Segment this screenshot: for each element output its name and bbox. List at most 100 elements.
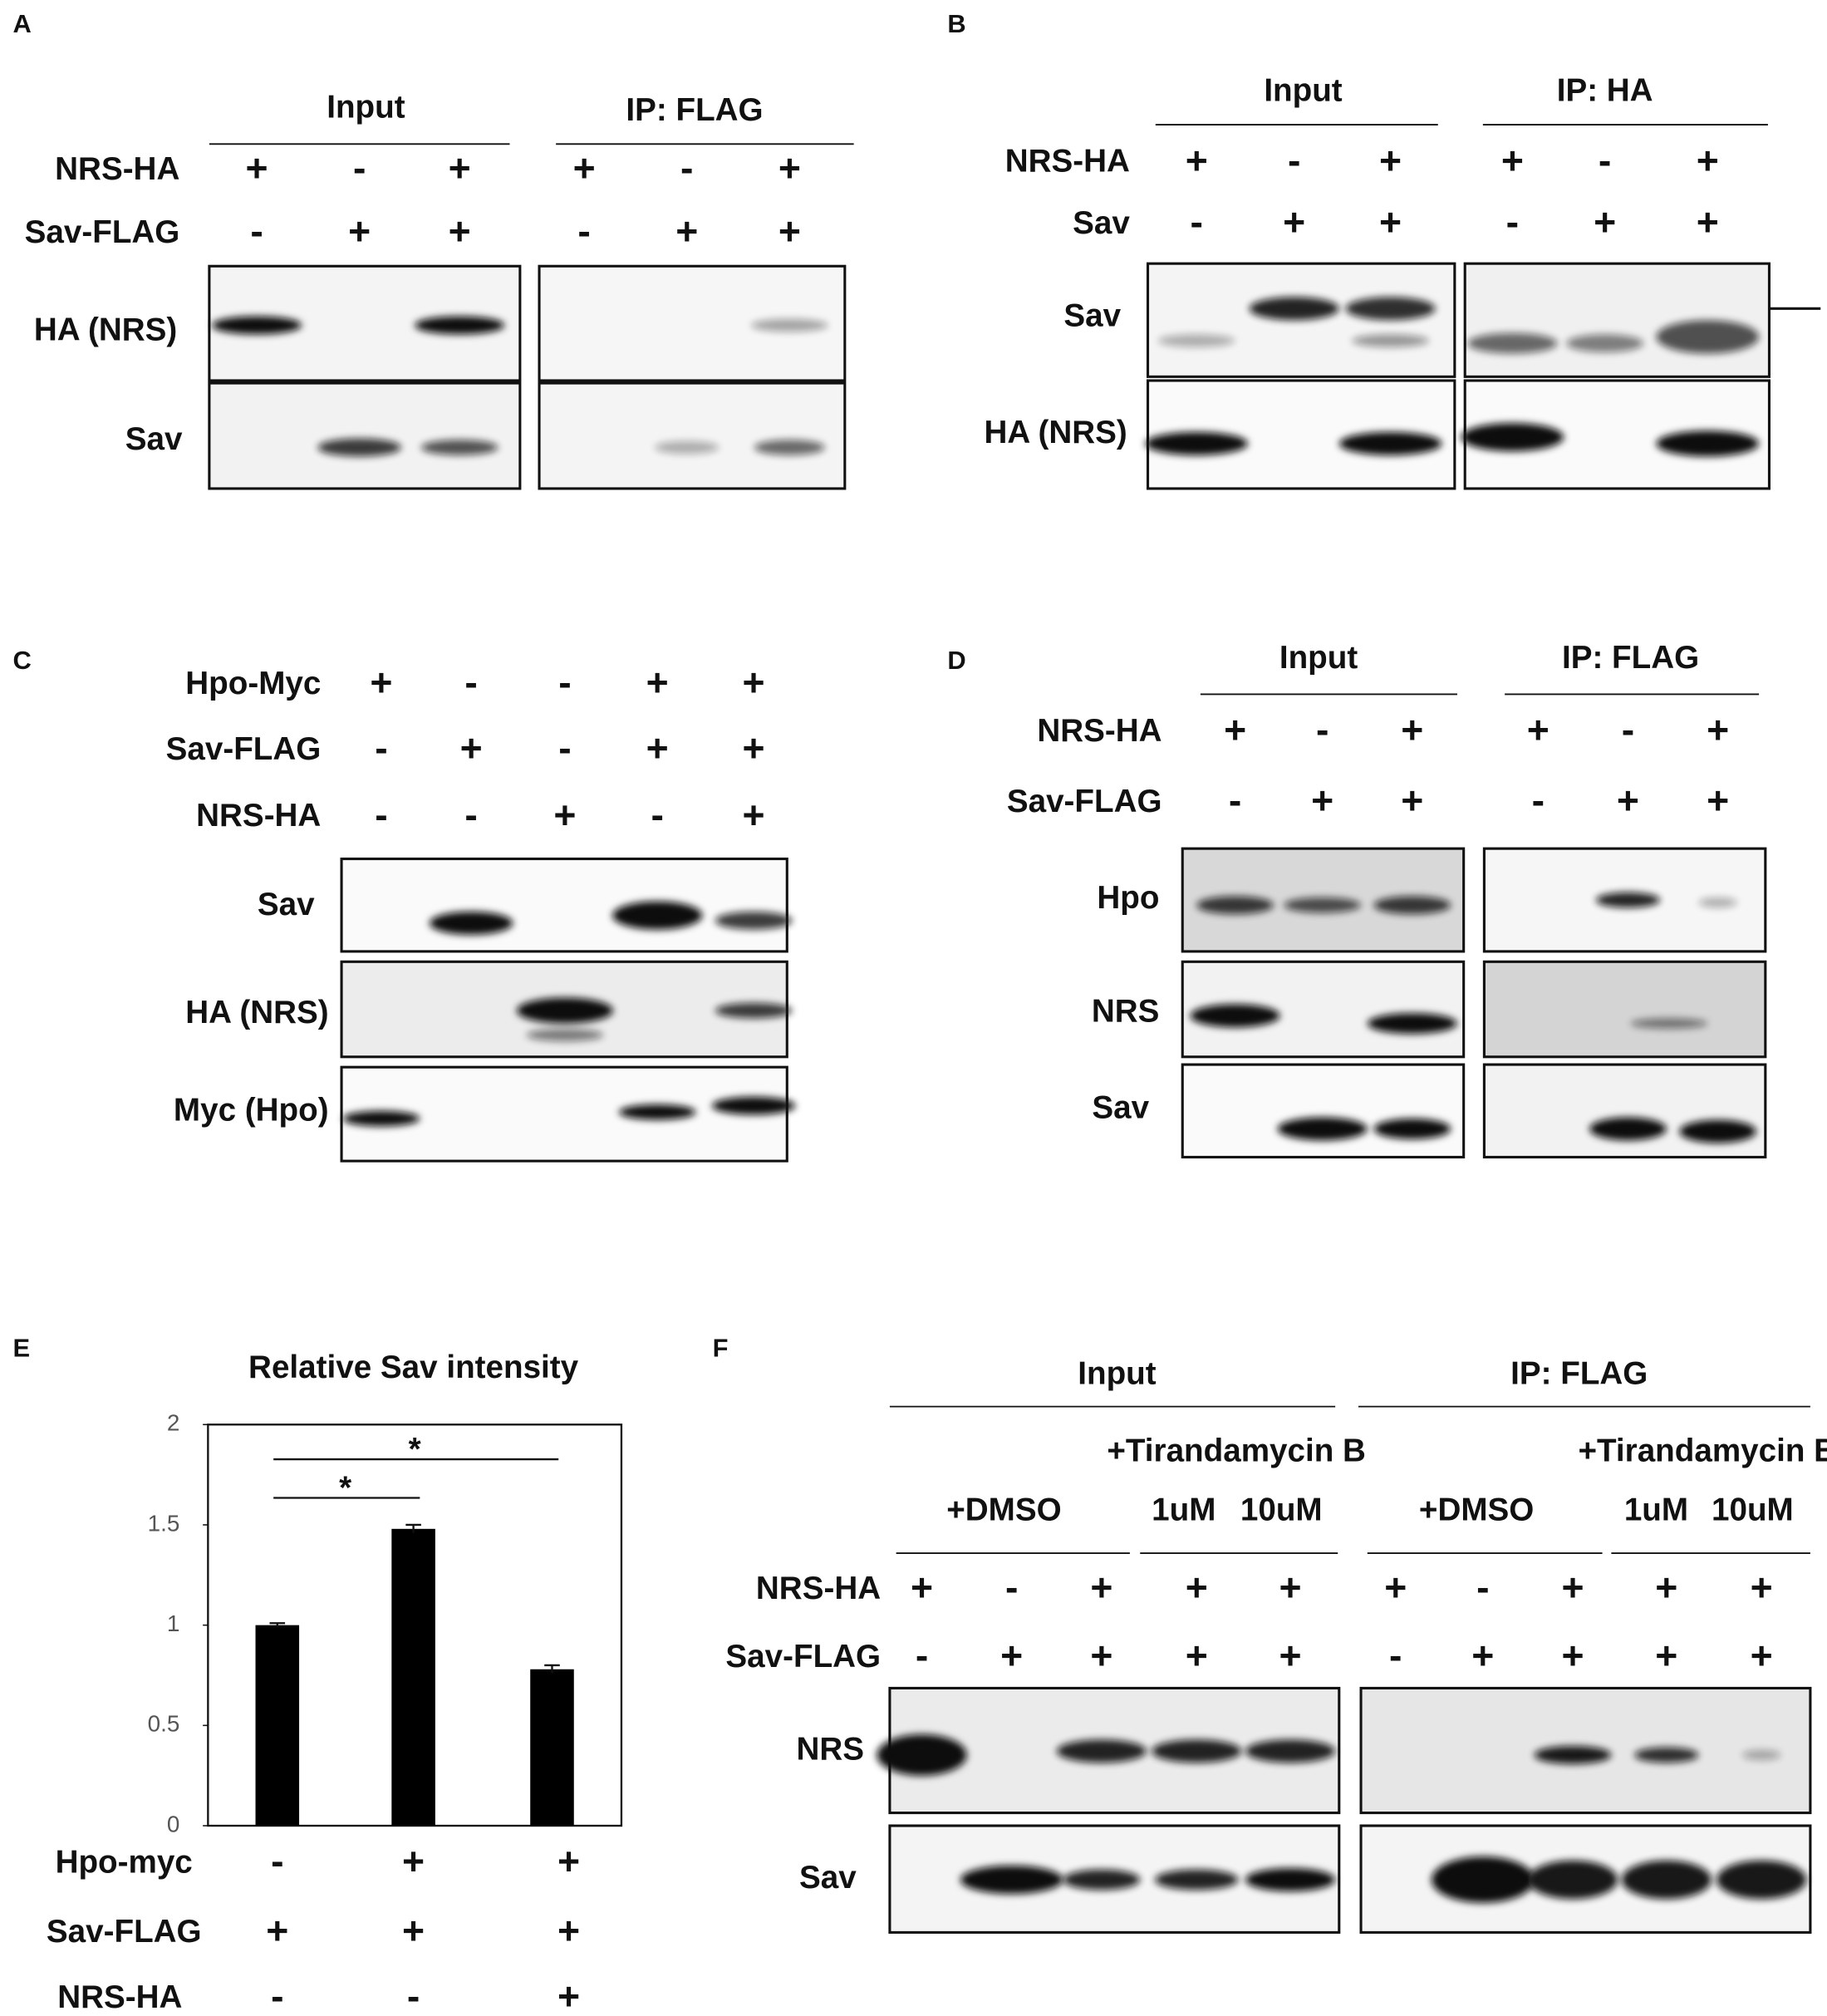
- condition-label: NRS-HA: [57, 1979, 182, 2015]
- sign: +: [1501, 139, 1524, 182]
- dose: 1uM: [1624, 1492, 1688, 1528]
- row-label: Sav-FLAG: [166, 731, 322, 767]
- blot: [1482, 1063, 1767, 1159]
- group-header: IP: HA: [1557, 73, 1653, 109]
- sign: +: [266, 1909, 288, 1952]
- band: [420, 440, 498, 455]
- sign: +: [646, 661, 669, 704]
- row-label: Sav-FLAG: [725, 1639, 881, 1674]
- blot-label: HA (NRS): [984, 415, 1127, 450]
- sign: +: [370, 661, 392, 704]
- sign: +: [449, 146, 471, 189]
- sign: +: [743, 726, 765, 770]
- sign: -: [1389, 1634, 1402, 1677]
- band: [1157, 334, 1235, 347]
- band: [877, 1734, 967, 1776]
- sign: -: [353, 146, 366, 189]
- sign: -: [375, 726, 387, 770]
- sign: +: [1594, 200, 1616, 243]
- band: [1630, 1018, 1708, 1029]
- sign: +: [1697, 139, 1719, 182]
- y-tick-label: 2: [167, 1410, 179, 1436]
- band: [1338, 431, 1442, 455]
- sign: +: [1379, 139, 1402, 182]
- band: [1595, 892, 1661, 908]
- sign: +: [1311, 779, 1333, 822]
- blot-label: Hpo: [1097, 880, 1159, 916]
- blot-label: Sav: [799, 1860, 857, 1896]
- band: [612, 901, 703, 930]
- sign: +: [557, 1840, 580, 1883]
- error-bar: [544, 1664, 560, 1674]
- blot: [340, 1065, 788, 1163]
- panel-label: F: [713, 1334, 729, 1363]
- band: [211, 316, 302, 335]
- band: [1196, 896, 1274, 915]
- band: [715, 1002, 793, 1019]
- sign: +: [1000, 1634, 1023, 1677]
- band: [1277, 1117, 1368, 1141]
- band: [1634, 1747, 1699, 1763]
- panel-label: E: [12, 1334, 30, 1363]
- sign: +: [1707, 779, 1729, 822]
- sign: -: [1229, 779, 1241, 822]
- blot: [1463, 262, 1771, 378]
- sign: -: [651, 793, 663, 836]
- sign: +: [1090, 1634, 1112, 1677]
- sign: -: [558, 661, 571, 704]
- band: [1534, 1746, 1612, 1764]
- sign: +: [778, 146, 801, 189]
- sign: +: [1561, 1634, 1584, 1677]
- sign: -: [1005, 1566, 1018, 1609]
- band: [1589, 1117, 1667, 1141]
- blot: [1482, 960, 1767, 1059]
- sign: +: [1279, 1634, 1302, 1677]
- band: [1566, 334, 1644, 352]
- blot-label: HA (NRS): [185, 995, 328, 1030]
- sign: +: [1751, 1566, 1773, 1609]
- treatment: +DMSO: [1419, 1492, 1534, 1528]
- sign: +: [402, 1840, 425, 1883]
- sign: +: [1384, 1566, 1407, 1609]
- sign: +: [1561, 1566, 1584, 1609]
- sign: +: [1655, 1634, 1677, 1677]
- sign: +: [1224, 708, 1246, 751]
- sign: +: [1401, 708, 1423, 751]
- sign: +: [573, 146, 596, 189]
- blot-label: Sav: [1063, 297, 1121, 333]
- sign: +: [557, 1974, 580, 2016]
- band: [1245, 1868, 1336, 1891]
- sign: -: [375, 793, 387, 836]
- bar: [391, 1528, 435, 1827]
- sign: -: [1506, 200, 1519, 243]
- blot-label: NRS: [796, 1731, 864, 1767]
- band: [1367, 1013, 1457, 1034]
- group-header: IP: FLAG: [1562, 640, 1699, 676]
- sign: -: [1191, 200, 1203, 243]
- row-label: NRS-HA: [55, 151, 179, 187]
- sign: +: [1379, 200, 1402, 243]
- band: [715, 911, 793, 930]
- significance: *: [409, 1432, 421, 1468]
- sign: +: [1471, 1634, 1494, 1677]
- band: [1621, 1860, 1712, 1900]
- band: [1284, 897, 1362, 913]
- sign: +: [646, 726, 669, 770]
- group-header: Input: [1264, 73, 1342, 109]
- group-header: Input: [1279, 640, 1358, 676]
- band: [618, 1104, 696, 1120]
- blot-label: Sav: [1092, 1089, 1149, 1125]
- row-label: NRS-HA: [196, 798, 321, 833]
- band: [960, 1865, 1063, 1895]
- sign: +: [1751, 1634, 1773, 1677]
- band: [1698, 897, 1737, 908]
- sign: +: [1186, 1634, 1208, 1677]
- group-header: IP: FLAG: [626, 92, 763, 128]
- band: [1656, 320, 1760, 354]
- bar: [530, 1669, 574, 1827]
- sign: +: [1186, 1566, 1208, 1609]
- band: [655, 440, 720, 455]
- sign: -: [558, 726, 571, 770]
- sign: -: [271, 1840, 283, 1883]
